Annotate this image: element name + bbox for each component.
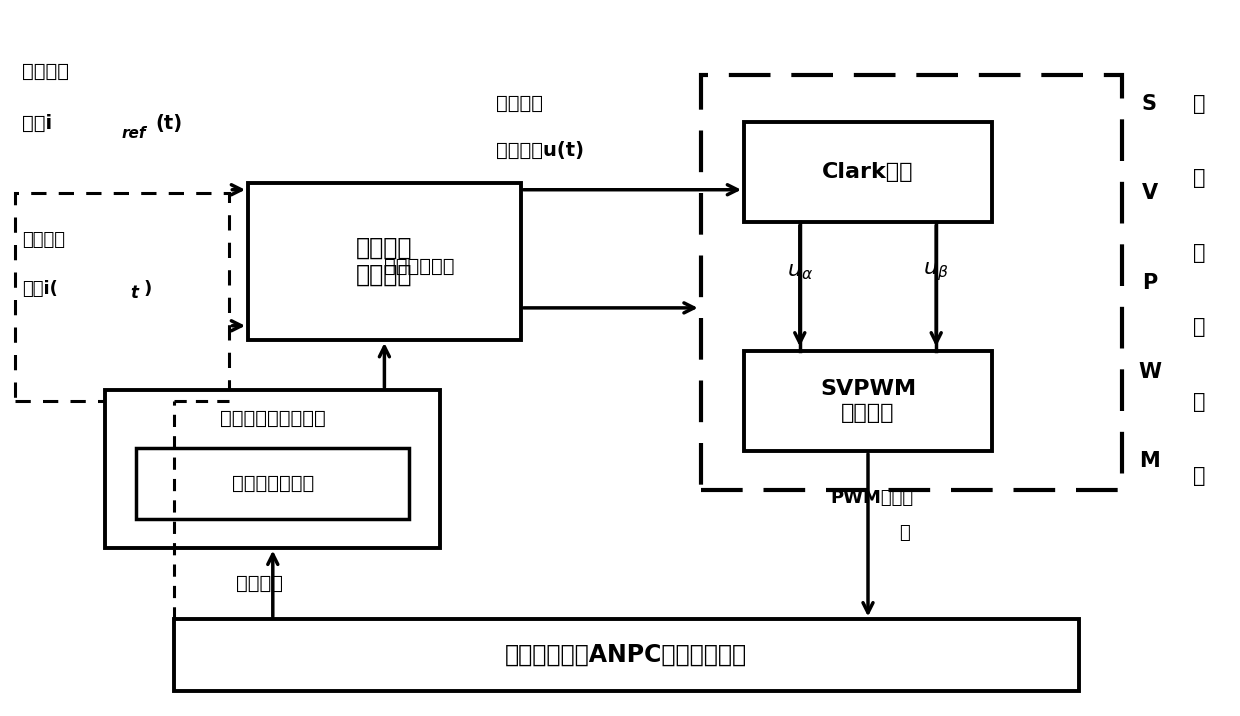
Bar xyxy=(136,448,409,519)
Text: $u_{\alpha}$: $u_{\alpha}$ xyxy=(786,262,813,282)
Text: 错: 错 xyxy=(1193,168,1205,188)
Text: 控: 控 xyxy=(1193,243,1205,263)
Text: P: P xyxy=(1142,273,1157,293)
Text: 三相负载: 三相负载 xyxy=(22,231,66,249)
Bar xyxy=(15,193,229,401)
Text: 滑模容错
控制模块: 滑模容错 控制模块 xyxy=(356,236,413,287)
Text: V: V xyxy=(1141,183,1158,203)
Text: 三相电压: 三相电压 xyxy=(496,95,543,113)
Text: M: M xyxy=(1140,451,1159,471)
Text: 号: 号 xyxy=(899,524,910,543)
Text: 块: 块 xyxy=(1193,466,1205,486)
Bar xyxy=(174,619,1079,691)
Text: PWM控制信: PWM控制信 xyxy=(831,488,914,507)
Text: 三相参考: 三相参考 xyxy=(22,62,69,81)
Text: 控制信号u(t): 控制信号u(t) xyxy=(496,141,584,160)
Bar xyxy=(105,390,440,548)
Text: 制: 制 xyxy=(1193,317,1205,337)
Bar xyxy=(701,75,1122,490)
Text: 带阻感负载的ANPC三电平逆变器: 带阻感负载的ANPC三电平逆变器 xyxy=(505,643,748,667)
Text: 模: 模 xyxy=(1193,392,1205,412)
Text: 电流i: 电流i xyxy=(22,114,52,132)
Text: (t): (t) xyxy=(155,114,182,132)
Text: 电流i(: 电流i( xyxy=(22,279,58,298)
Text: ref: ref xyxy=(122,127,146,141)
Text: 故障模式: 故障模式 xyxy=(236,574,283,593)
Text: 容错决策知识库: 容错决策知识库 xyxy=(232,474,314,493)
Bar xyxy=(248,183,521,340)
Text: 容: 容 xyxy=(1193,94,1205,114)
Text: $u_{\beta}$: $u_{\beta}$ xyxy=(924,261,949,284)
Bar xyxy=(744,122,992,222)
Text: S: S xyxy=(1142,94,1157,114)
Text: Clark变换: Clark变换 xyxy=(822,162,914,182)
Text: 容错控制信号: 容错控制信号 xyxy=(384,257,455,276)
Text: W: W xyxy=(1138,362,1161,382)
Text: ): ) xyxy=(144,279,153,298)
Text: 多故障容错决策模块: 多故障容错决策模块 xyxy=(219,410,326,428)
Bar xyxy=(744,351,992,451)
Text: t: t xyxy=(130,284,138,302)
Text: SVPWM
控制算法: SVPWM 控制算法 xyxy=(820,379,916,422)
